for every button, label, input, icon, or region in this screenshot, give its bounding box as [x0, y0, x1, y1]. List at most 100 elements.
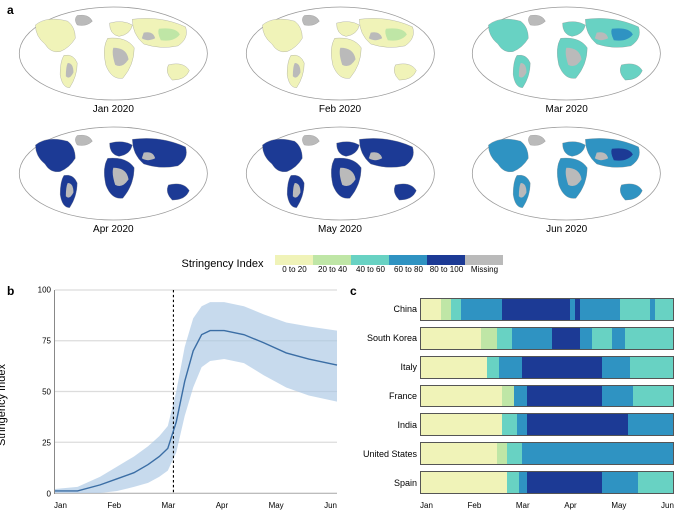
australia	[394, 64, 416, 80]
segment	[580, 299, 620, 320]
country-row-china: China	[420, 298, 674, 321]
legend-item-label: 20 to 40	[313, 265, 351, 274]
legend-item-label: 0 to 20	[275, 265, 313, 274]
legend-swatch	[427, 255, 465, 265]
legend-item-label: 60 to 80	[389, 265, 427, 274]
y-tick: 75	[42, 337, 51, 346]
maps-grid: Jan 2020 Feb 2020 Mar 2020	[5, 6, 675, 244]
country-label: Italy	[347, 362, 417, 372]
map-caption: Jan 2020	[5, 104, 222, 115]
north-america	[262, 139, 302, 172]
legend-title: Stringency Index	[182, 258, 264, 270]
country-row-italy: Italy	[420, 356, 674, 379]
x-tick: Jun	[324, 501, 337, 510]
segment	[602, 357, 630, 378]
segment	[522, 357, 603, 378]
map-caption: Apr 2020	[5, 224, 222, 235]
map-feb-2020: Feb 2020	[232, 6, 449, 124]
segment	[527, 386, 603, 407]
segment	[497, 443, 507, 464]
europe	[563, 142, 586, 157]
segment	[421, 414, 502, 435]
country-rows: China South Korea Italy France India United S…	[420, 298, 674, 494]
legend-item-label: Missing	[465, 265, 503, 274]
y-tick: 25	[42, 439, 51, 448]
segment	[512, 328, 552, 349]
segment	[527, 472, 603, 493]
segment	[507, 472, 520, 493]
segment	[499, 357, 522, 378]
world-map-svg	[458, 6, 675, 101]
segment	[592, 328, 612, 349]
country-row-spain: Spain	[420, 471, 674, 494]
country-label: India	[347, 420, 417, 430]
australia	[167, 184, 189, 200]
legend-labels: 0 to 2020 to 4040 to 6060 to 8080 to 100…	[275, 265, 503, 274]
greenland	[529, 135, 546, 145]
greenland	[75, 135, 92, 145]
x-tick: May	[611, 501, 626, 510]
segment	[612, 328, 625, 349]
segment	[552, 328, 580, 349]
map-caption: Feb 2020	[232, 104, 449, 115]
country-row-south-korea: South Korea	[420, 327, 674, 350]
country-row-france: France	[420, 385, 674, 408]
segment	[602, 472, 637, 493]
y-tick: 0	[47, 490, 51, 499]
x-ticks-b: JanFebMarAprMayJun	[54, 501, 337, 510]
legend-block: 0 to 2020 to 4040 to 6060 to 8080 to 100…	[275, 255, 503, 274]
segment	[421, 443, 497, 464]
country-row-united-states: United States	[420, 442, 674, 465]
legend-swatches	[275, 255, 503, 265]
x-ticks-c: JanFebMarAprMayJun	[420, 501, 674, 510]
north-america	[35, 139, 75, 172]
segment	[638, 472, 673, 493]
chart-b-svg	[55, 290, 337, 493]
segment	[502, 386, 515, 407]
panel-b: Stringency Index 0255075100 JanFebMarApr…	[6, 290, 341, 520]
country-row-india: India	[420, 413, 674, 436]
y-tick: 50	[42, 388, 51, 397]
europe	[110, 22, 133, 37]
map-caption: Jun 2020	[458, 224, 675, 235]
x-tick: Feb	[107, 501, 121, 510]
segment	[547, 443, 673, 464]
legend-swatch	[465, 255, 503, 265]
legend-item-label: 40 to 60	[351, 265, 389, 274]
map-caption: Mar 2020	[458, 104, 675, 115]
greenland	[529, 15, 546, 25]
map-may-2020: May 2020	[232, 126, 449, 244]
country-label: Spain	[347, 478, 417, 488]
world-map-svg	[5, 6, 222, 101]
greenland	[75, 15, 92, 25]
world-map-svg	[232, 126, 449, 221]
segment	[628, 414, 673, 435]
legend-item-label: 80 to 100	[427, 265, 465, 274]
segment	[421, 472, 507, 493]
y-axis-label: Stringency Index	[0, 364, 8, 446]
x-tick: May	[269, 501, 284, 510]
legend-swatch	[389, 255, 427, 265]
segment	[502, 414, 517, 435]
north-america	[489, 19, 529, 52]
australia	[167, 64, 189, 80]
map-apr-2020: Apr 2020	[5, 126, 222, 244]
ci-band	[55, 302, 337, 493]
country-label: France	[347, 391, 417, 401]
segment	[502, 299, 570, 320]
panel-c: China South Korea Italy France India United S…	[348, 290, 682, 520]
greenland	[302, 15, 319, 25]
legend: Stringency Index 0 to 2020 to 4040 to 60…	[0, 248, 685, 280]
europe	[336, 142, 359, 157]
australia	[620, 184, 642, 200]
legend-swatch	[313, 255, 351, 265]
segment	[487, 357, 500, 378]
segment	[451, 299, 461, 320]
y-ticks: 0255075100	[35, 290, 53, 494]
segment	[655, 299, 673, 320]
segment	[421, 328, 481, 349]
x-tick: Feb	[468, 501, 482, 510]
x-tick: Mar	[516, 501, 530, 510]
country-label: China	[347, 304, 417, 314]
world-map-svg	[458, 126, 675, 221]
